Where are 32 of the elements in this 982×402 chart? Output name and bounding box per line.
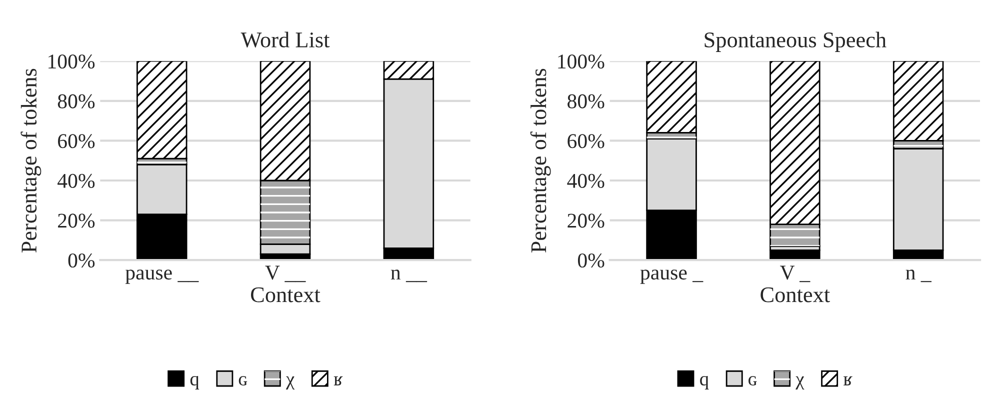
legend-label: q bbox=[190, 376, 200, 390]
y-tick-label: 80% bbox=[58, 94, 95, 108]
y-axis-title: Percentage of tokens bbox=[20, 68, 42, 253]
y-tick-label: 60% bbox=[58, 134, 95, 148]
chart-title: Spontaneous Speech bbox=[704, 32, 886, 52]
x-axis-title: Context bbox=[251, 287, 320, 302]
legend-label: ʁ bbox=[844, 376, 852, 386]
y-tick-label: 20% bbox=[568, 214, 604, 228]
y-tick-label: 40% bbox=[58, 174, 95, 188]
x-axis-title: Context bbox=[760, 287, 830, 302]
y-tick-label: 100% bbox=[558, 54, 604, 69]
x-tick-label: pause __ bbox=[125, 270, 199, 284]
legend-label: χ bbox=[286, 376, 295, 390]
y-tick-label: 100% bbox=[48, 54, 95, 69]
legend-label: ʁ bbox=[334, 376, 343, 386]
legend-label: ɢ bbox=[748, 376, 757, 386]
x-tick-label: V __ bbox=[265, 266, 306, 282]
x-tick-label: pause _ bbox=[640, 270, 704, 284]
legend-label: ɢ bbox=[238, 376, 248, 386]
y-tick-label: 60% bbox=[568, 134, 604, 148]
y-tick-label: 80% bbox=[568, 94, 604, 108]
legend-label: χ bbox=[796, 376, 804, 390]
y-tick-label: 40% bbox=[567, 174, 604, 188]
x-tick-label: n _ bbox=[906, 270, 932, 282]
y-tick-label: 0% bbox=[68, 253, 95, 268]
y-tick-label: 20% bbox=[58, 214, 95, 228]
y-tick-label: 0% bbox=[578, 253, 604, 268]
x-tick-label: V _ bbox=[780, 266, 810, 282]
chart-title: Word List bbox=[240, 32, 330, 48]
legend-label: q bbox=[700, 376, 709, 390]
y-axis-title: Percentage of tokens bbox=[530, 68, 551, 253]
x-tick-label: n __ bbox=[390, 270, 428, 282]
